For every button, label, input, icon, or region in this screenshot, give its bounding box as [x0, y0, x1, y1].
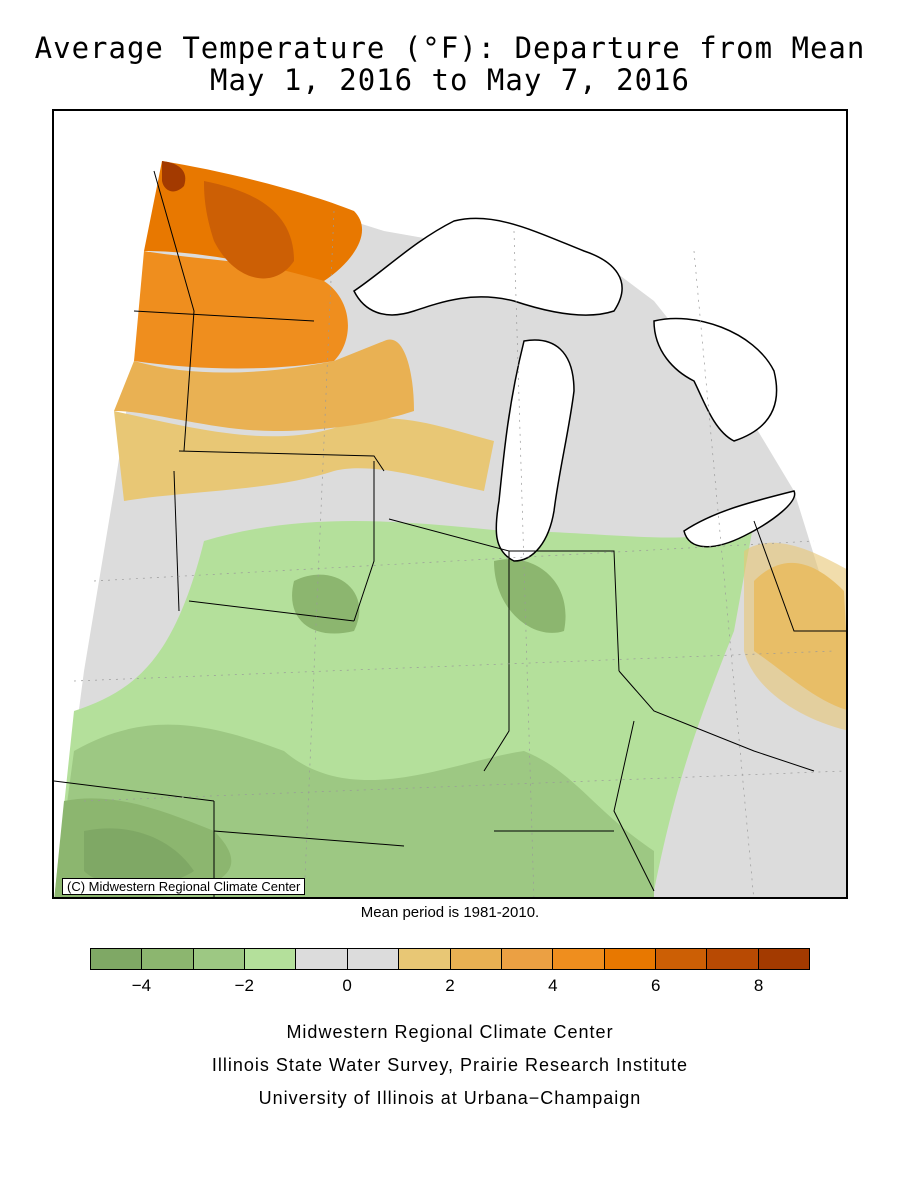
legend-swatch: [501, 949, 554, 969]
legend-tick-label: 0: [342, 976, 352, 995]
legend-swatch: [655, 949, 708, 969]
map-title: Average Temperature (°F): Departure from…: [34, 31, 866, 65]
legend-swatch: [604, 949, 656, 969]
legend-swatch: [450, 949, 502, 969]
warm-anomaly-region-medium: [114, 339, 414, 431]
legend-swatch: [245, 949, 297, 969]
legend-swatch: [296, 949, 348, 969]
credit-organization: Midwestern Regional Climate Center: [286, 1022, 614, 1042]
map-canvas: [54, 111, 846, 897]
legend-tick-label: 4: [548, 976, 558, 995]
legend-swatch: [553, 949, 605, 969]
legend-tick-label: 6: [650, 976, 661, 995]
legend-swatch: [347, 949, 400, 969]
legend-tick-label: 2: [445, 976, 455, 995]
cool-anomaly-region-darkest: [84, 828, 194, 886]
lake-huron: [653, 317, 778, 442]
warm-anomaly-region-light: [114, 411, 494, 501]
lake-erie: [683, 490, 796, 548]
legend-tick-label: 8: [753, 976, 764, 995]
legend-swatch: [91, 949, 143, 969]
lake-michigan: [495, 339, 575, 562]
graticule: [73, 210, 845, 897]
legend-swatch: [142, 949, 194, 969]
legend-swatch: [193, 949, 246, 969]
color-legend: [90, 948, 810, 970]
mean-period-note: Mean period is 1981-2010.: [360, 904, 540, 921]
warm-anomaly-region-max: [162, 161, 186, 192]
legend-swatch: [758, 949, 810, 969]
credit-university: University of Illinois at Urbana−Champai…: [258, 1088, 642, 1108]
warm-anomaly-region-peak: [204, 181, 294, 279]
northern-water-body: [384, 111, 846, 387]
map-copyright: (C) Midwestern Regional Climate Center: [62, 878, 306, 895]
state-borders: [54, 170, 846, 897]
map-date-range: May 1, 2016 to May 7, 2016: [210, 63, 690, 97]
legend-swatch: [399, 949, 451, 969]
credit-survey: Illinois State Water Survey, Prairie Res…: [211, 1055, 689, 1075]
legend-swatch: [707, 949, 759, 969]
east-warm-anomaly-region-light: [744, 542, 846, 731]
legend-tick-labels: −4 −2 0 2 4 6 8: [90, 976, 810, 998]
temperature-departure-map: (C) Midwestern Regional Climate Center: [52, 109, 848, 899]
lake-superior: [353, 217, 623, 316]
legend-tick-label: −4: [131, 976, 152, 995]
warm-anomaly-region-orange: [134, 251, 348, 369]
legend-tick-label: −2: [234, 976, 254, 995]
